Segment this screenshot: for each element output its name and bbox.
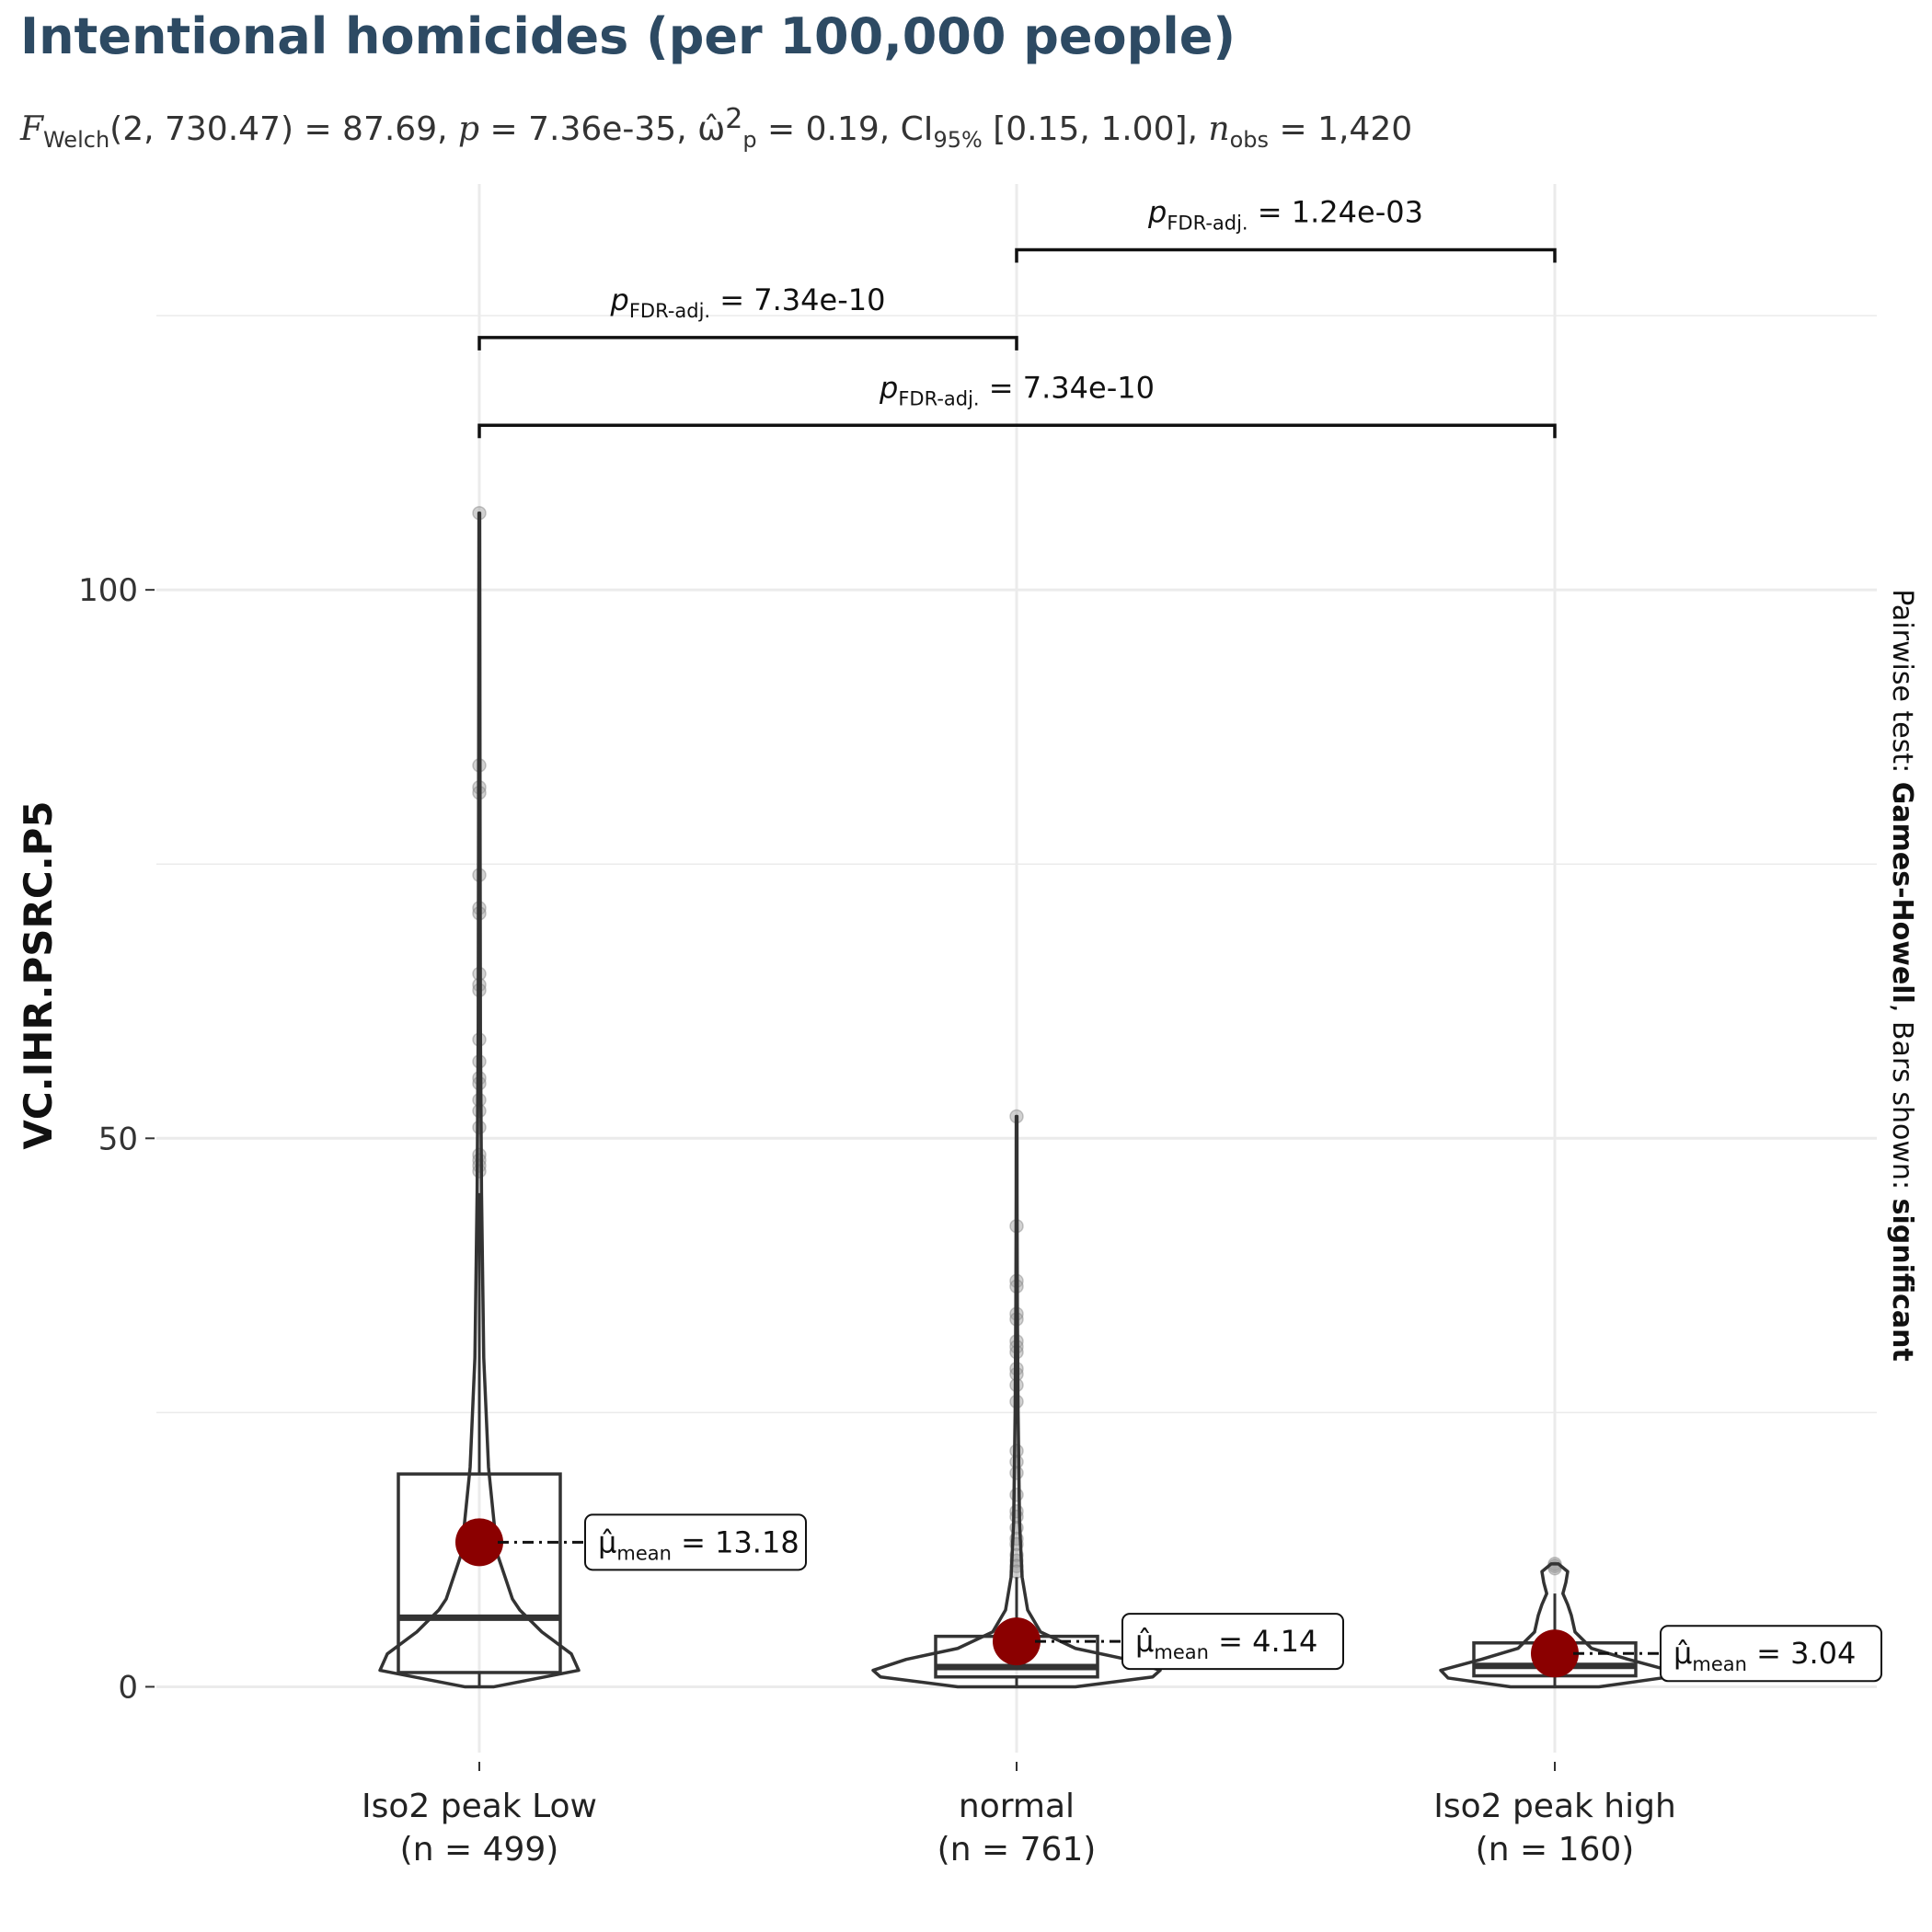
omega-value: = 0.19, CI (756, 110, 934, 148)
significance-bracket (477, 336, 1018, 351)
mean-label-value: = 3.04 (1747, 1636, 1856, 1671)
mean-point (1531, 1629, 1579, 1678)
mean-label-symbol: μ̂ (1135, 1624, 1154, 1659)
mean-label-box (1121, 1613, 1344, 1671)
significance-p-subscript: FDR-adj. (629, 300, 710, 322)
f-args: (2, 730.47) = 87.69, (109, 110, 458, 148)
f-subscript: Welch (42, 127, 110, 154)
significance-label: pFDR-adj. = 1.24e-03 (1147, 195, 1423, 235)
f-symbol: F (20, 110, 43, 148)
y-tick-label: 0 (118, 1669, 138, 1706)
y-axis-label: VC.IHR.PSRC.P5 (16, 800, 61, 1149)
mean-label-value: = 13.18 (672, 1524, 799, 1559)
mean-label-value: = 4.14 (1209, 1624, 1317, 1659)
caption-mid: , Bars shown: (1886, 1004, 1918, 1199)
x-category-n-label: (n = 499) (400, 1831, 559, 1869)
significance-bracket (477, 423, 1557, 439)
x-category-label: Iso2 peak high (1433, 1788, 1676, 1825)
omega-symbol: ω̂ (697, 110, 726, 148)
box-body (397, 1472, 562, 1674)
mean-label-box (584, 1513, 807, 1571)
violin-shape (871, 1114, 1162, 1689)
outlier-point (472, 1164, 487, 1179)
violin-shape (378, 511, 581, 1689)
significance-p-subscript: FDR-adj. (1167, 213, 1248, 235)
caption-test: Games-Howell (1886, 782, 1918, 1004)
mean-label: μ̂mean = 13.18 (598, 1524, 799, 1564)
significance-p-value: = 7.34e-10 (710, 282, 885, 317)
omega-superscript: 2 (725, 103, 743, 135)
ci-subscript: 95% (933, 127, 983, 154)
mean-label-subscript: mean (1692, 1653, 1747, 1675)
outlier-point (472, 1103, 487, 1119)
axes: 0 50 100 Iso2 peak Low (n = 499) normal (n = 7… (78, 572, 1676, 1869)
caption-prefix: Pairwise test: (1886, 589, 1918, 782)
significance-p-subscript: FDR-adj. (898, 387, 979, 409)
caption: Pairwise test: Games-Howell, Bars shown:… (1886, 589, 1918, 1362)
annotations: μ̂mean = 13.18μ̂mean = 4.14 μ̂mean = 3.04… (477, 195, 1882, 1683)
omega-subscript: p (742, 127, 757, 154)
chart-subtitle: FWelch(2, 730.47) = 87.69, p = 7.36e-35,… (20, 103, 1412, 153)
mean-label: μ̂mean = 3.04 (1673, 1636, 1856, 1675)
significance-p-value: = 7.34e-10 (980, 370, 1155, 405)
significance-p-symbol: p (1147, 195, 1167, 230)
mean-point (993, 1617, 1041, 1666)
outlier-point (1009, 1466, 1024, 1480)
x-category-label: Iso2 peak Low (362, 1788, 597, 1825)
outlier-point (1009, 1488, 1024, 1502)
y-tick-label: 50 (98, 1121, 138, 1157)
significance-label: pFDR-adj. = 7.34e-10 (610, 282, 886, 322)
chart-title: Intentional homicides (per 100,000 peopl… (20, 7, 1236, 65)
mean-label-symbol: μ̂ (598, 1524, 616, 1559)
caption-shown: significant (1886, 1199, 1918, 1362)
n-symbol: n (1208, 110, 1230, 148)
mean-label-symbol: μ̂ (1673, 1636, 1692, 1671)
significance-p-value: = 1.24e-03 (1248, 195, 1423, 230)
significance-p-symbol: p (879, 370, 898, 405)
ci-value: [0.15, 1.00], (982, 110, 1209, 148)
mean-point (455, 1518, 503, 1567)
x-category-n-label: (n = 761) (937, 1831, 1097, 1869)
x-category-n-label: (n = 160) (1476, 1831, 1635, 1869)
p-symbol: p (458, 110, 480, 148)
outlier-point (472, 1120, 487, 1135)
data-layer (378, 505, 1671, 1689)
mean-label: μ̂mean = 4.14 (1135, 1624, 1317, 1663)
mean-label-subscript: mean (1154, 1641, 1209, 1663)
mean-label-subscript: mean (616, 1542, 672, 1564)
p-value: = 7.36e-35, (479, 110, 698, 148)
y-tick-label: 100 (78, 572, 138, 609)
violin-shape (1439, 1562, 1671, 1689)
significance-bracket (1015, 247, 1557, 263)
significance-label: pFDR-adj. = 7.34e-10 (879, 370, 1155, 409)
mean-label-box (1660, 1625, 1882, 1683)
significance-p-symbol: p (610, 282, 629, 317)
n-subscript: obs (1229, 127, 1270, 154)
n-value: = 1,420 (1269, 110, 1413, 148)
x-category-label: normal (959, 1788, 1075, 1825)
